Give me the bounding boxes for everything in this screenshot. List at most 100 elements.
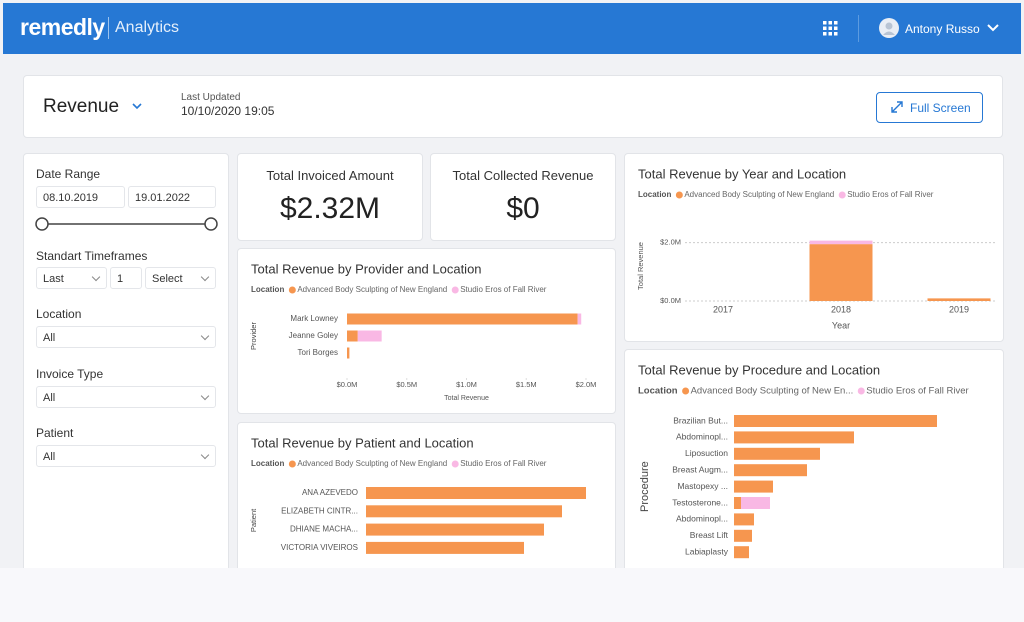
user-menu-chevron[interactable] [987, 23, 999, 33]
timeframe-unit[interactable]: Last [36, 267, 107, 289]
page-title[interactable]: Revenue [43, 96, 120, 117]
y-tick-label: Testosterone... [672, 497, 728, 507]
bar-segment [734, 480, 773, 493]
date-slider[interactable] [34, 216, 220, 232]
legend-swatch [288, 286, 296, 294]
x-axis-title: Year [832, 320, 850, 330]
x-tick-label: $2.0M [576, 380, 597, 389]
bar-segment [809, 240, 873, 245]
procedure-chart-card: Total Revenue by Procedure and Location L… [624, 349, 1004, 579]
date-to[interactable]: 19.01.2022 [128, 186, 216, 208]
chart-title: Total Revenue by Provider and Location [251, 261, 482, 276]
bar-segment [734, 546, 749, 559]
bar-segment [734, 497, 741, 509]
x-tick-label: $0.5M [396, 380, 417, 389]
filter-label: Standart Timeframes [36, 249, 148, 263]
y-tick-label: VICTORIA VIVEIROS [281, 543, 358, 552]
brand[interactable]: remedly [20, 14, 105, 40]
filter-label: Date Range [36, 167, 101, 181]
select-value: All [43, 392, 56, 404]
select-value: Select [152, 273, 183, 285]
expand-icon [891, 101, 903, 113]
legend-swatch [682, 387, 690, 395]
bar-segment [347, 330, 358, 342]
bar-segment [577, 313, 582, 325]
bar-segment [927, 298, 991, 301]
legend-label: Studio Eros of Fall River [460, 285, 547, 294]
y-tick-label: Breast Lift [690, 530, 729, 540]
legend-title: Location [638, 190, 671, 199]
divider [858, 15, 859, 42]
legend-title: Location [251, 285, 284, 294]
date-from[interactable]: 08.10.2019 [36, 186, 125, 208]
full-screen-button[interactable]: Full Screen [876, 92, 983, 123]
apps-icon[interactable] [823, 21, 838, 36]
legend-label: Studio Eros of Fall River [847, 190, 934, 199]
chart-title: Total Revenue by Year and Location [638, 166, 846, 181]
y-tick-label: Tori Borges [298, 348, 338, 357]
legend-swatch [288, 460, 296, 468]
x-tick-label: 2018 [831, 304, 851, 314]
y-axis-title: Procedure [639, 461, 651, 512]
x-tick-label: 2019 [949, 304, 969, 314]
full-screen-label: Full Screen [910, 101, 971, 115]
kpi-label: Total Collected Revenue [452, 168, 594, 183]
kpi-value: $2.32M [279, 192, 381, 225]
divider [108, 17, 109, 39]
y-axis-title: Provider [249, 322, 258, 350]
location-select[interactable]: All [36, 326, 216, 348]
title-chevron[interactable] [131, 102, 143, 112]
timeframe-count[interactable]: 1 [110, 267, 142, 289]
bar-segment [734, 529, 752, 542]
legend-label: Studio Eros of Fall River [460, 459, 547, 468]
y-tick-label: Jeanne Goley [289, 331, 338, 340]
bar-segment [366, 505, 562, 518]
y-tick-label: Abdominopl... [676, 432, 728, 442]
provider-chart-card: Total Revenue by Provider and Location Lo… [237, 248, 616, 414]
legend-swatch [451, 286, 459, 294]
bar-segment [809, 244, 873, 301]
select-value: All [43, 451, 56, 463]
bar-segment [734, 464, 807, 477]
legend-title: Location [638, 386, 678, 397]
bar-segment [347, 347, 350, 359]
kpi-card: Total Collected Revenue $0 [430, 153, 616, 241]
last-updated: 10/10/2020 19:05 [181, 104, 275, 118]
kpi-value: $0 [506, 192, 540, 225]
bar-segment [741, 497, 770, 509]
y-axis-title: Patient [249, 508, 258, 532]
filter-panel: Date Range 08.10.2019 19.01.2022 Standar… [23, 153, 229, 573]
bar-segment [734, 513, 754, 526]
bar-segment [366, 541, 524, 554]
bar-segment [347, 313, 578, 325]
product-name: Analytics [115, 19, 180, 36]
filter-label: Invoice Type [36, 367, 104, 381]
y-tick-label: DHIANE MACHA... [290, 525, 358, 534]
revenue-header: Revenue Last Updated 10/10/2020 19:05 Fu… [23, 75, 1003, 138]
kpi-card: Total Invoiced Amount $2.32M [237, 153, 423, 241]
patient-chart-card: Total Revenue by Patient and Location Loc… [237, 422, 616, 582]
avatar[interactable] [879, 18, 899, 38]
legend-label: Studio Eros of Fall River [866, 386, 968, 397]
top-bar: remedly Analytics Antony Russo [3, 3, 1021, 54]
patient-select[interactable]: All [36, 445, 216, 467]
x-tick-label: $1.0M [456, 380, 477, 389]
user-name[interactable]: Antony Russo [905, 22, 980, 36]
bar-segment [734, 447, 820, 460]
chart-title: Total Revenue by Patient and Location [251, 435, 474, 450]
x-tick-label: $0.0M [337, 380, 358, 389]
legend-label: Advanced Body Sculpting of New England [297, 459, 447, 468]
y-tick-label: Brazilian But... [673, 415, 728, 425]
timeframe-period[interactable]: Select [145, 267, 216, 289]
bar-segment [366, 487, 586, 499]
legend-label: Advanced Body Sculpting of New England [297, 285, 447, 294]
y-tick-label: Abdominopl... [676, 514, 728, 524]
invoice-type-select[interactable]: All [36, 386, 216, 408]
x-axis-title: Total Revenue [444, 395, 489, 402]
filter-label: Location [36, 307, 82, 321]
legend-swatch [838, 191, 846, 199]
legend-label: Advanced Body Sculpting of New England [684, 190, 834, 199]
x-tick-label: 2017 [713, 304, 733, 314]
